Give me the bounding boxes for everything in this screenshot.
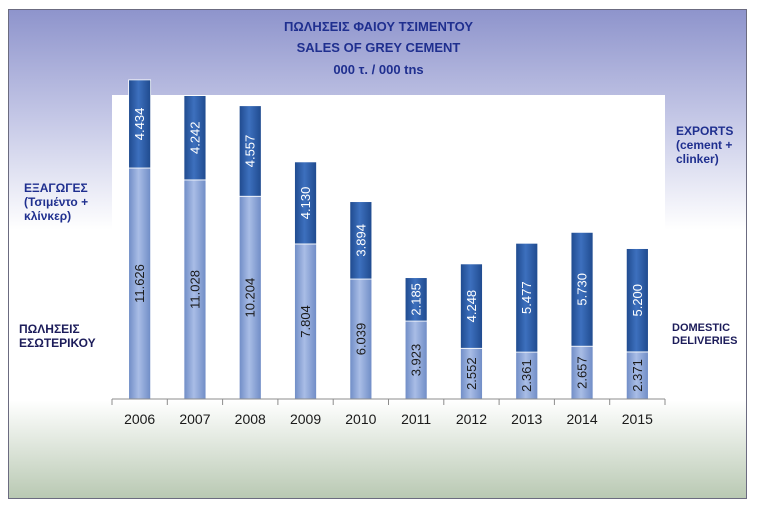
x-tick-label-2009: 2009	[290, 411, 321, 427]
label-exports-2014: 5.730	[575, 273, 590, 306]
chart-title-greek: ΠΩΛΗΣΕΙΣ ΦΑΙΟΥ ΤΣΙΜΕΝΤΟΥ	[283, 19, 474, 34]
label-domestic-2007: 11.028	[187, 270, 202, 309]
bar-exports-2012	[460, 263, 483, 349]
bars-group: 11.626 4.434 11.028 4.242 10.204 4.557 7.804 4.…	[128, 79, 649, 400]
x-tick-label-2012: 2012	[456, 411, 487, 427]
bar-exports-2006	[128, 79, 152, 169]
label-domestic-2012: 2.552	[464, 357, 479, 390]
x-tick-label-2015: 2015	[622, 411, 653, 427]
x-tick-label-2008: 2008	[235, 411, 266, 427]
label-exports-2011: 2.185	[409, 283, 424, 316]
label-domestic-2011: 3.923	[409, 344, 424, 377]
x-tick-label-2007: 2007	[179, 411, 210, 427]
label-exports-2006: 4.434	[132, 108, 147, 141]
x-tick-label-2006: 2006	[124, 411, 155, 427]
label-domestic-2006: 11.626	[132, 264, 147, 303]
legend-domestic-greek: ΠΩΛΗΣΕΙΣ ΕΣΩΤΕΡΙΚΟΥ	[19, 322, 96, 350]
label-exports-2013: 5.477	[519, 281, 534, 314]
bar-exports-2009	[294, 161, 317, 245]
label-domestic-2009: 7.804	[298, 305, 313, 338]
bar-exports-2011	[404, 277, 428, 322]
bar-exports-2008	[238, 105, 262, 197]
bar-exports-2013	[515, 242, 539, 353]
label-exports-2010: 3.894	[353, 224, 368, 257]
label-domestic-2014: 2.657	[575, 356, 590, 389]
label-domestic-2008: 10.204	[243, 278, 258, 318]
legend-domestic-english: DOMESTIC DELIVERIES	[672, 322, 738, 347]
chart-title-english: SALES OF GREY CEMENT	[296, 40, 461, 55]
x-tick-label-2014: 2014	[566, 411, 597, 427]
label-exports-2007: 4.242	[187, 121, 202, 154]
x-tick-label-2011: 2011	[401, 411, 431, 427]
legend-exports-greek: ΕΞΑΓΩΓΕΣ (Τσιμέντο + κλίνκερ)	[24, 181, 89, 223]
bar-exports-2007	[183, 95, 207, 181]
x-tick-label-2010: 2010	[345, 411, 376, 427]
bar-exports-2010	[349, 201, 373, 280]
bar-exports-2014	[570, 231, 594, 347]
label-exports-2015: 5.200	[630, 284, 645, 317]
chart-units: 000 τ. / 000 tns	[333, 62, 424, 77]
bar-exports-2015	[625, 248, 649, 353]
label-exports-2008: 4.557	[243, 135, 258, 168]
label-domestic-2010: 6.039	[353, 323, 368, 356]
label-domestic-2013: 2.361	[519, 359, 534, 392]
x-axis-ticks: 2006 2007 2008 2009 2010 2011 2012 2013 2014 2015	[111, 399, 666, 427]
x-tick-label-2013: 2013	[511, 411, 542, 427]
label-exports-2009: 4.130	[298, 187, 313, 220]
legend-exports-english: EXPORTS (cement + clinker)	[676, 124, 734, 166]
label-exports-2012: 4.248	[464, 290, 479, 323]
label-domestic-2015: 2.371	[630, 359, 645, 392]
